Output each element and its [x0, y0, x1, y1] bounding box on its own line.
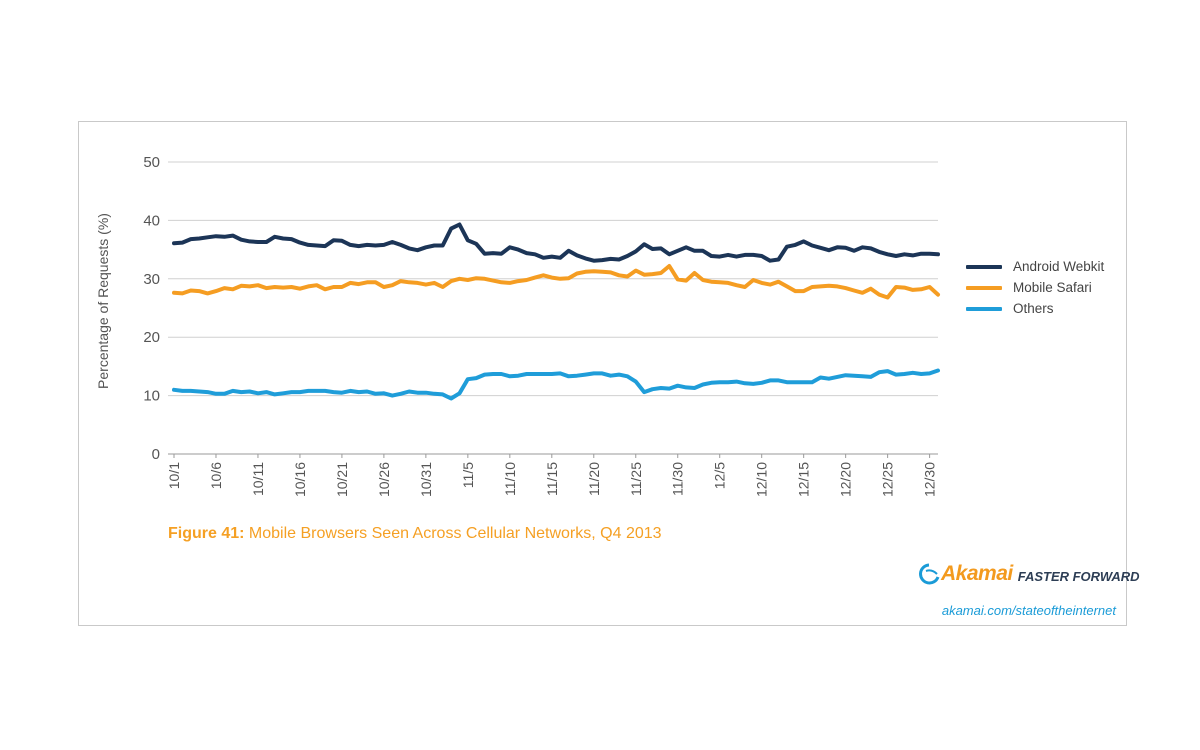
y-tick-label: 20	[143, 329, 160, 346]
legend-label-android-webkit: Android Webkit	[1013, 259, 1105, 274]
x-tick-label: 11/5	[460, 462, 476, 488]
legend-item-android-webkit: Android Webkit	[966, 256, 1104, 277]
x-tick-label: 10/1	[166, 462, 182, 489]
grid-layer	[168, 161, 938, 455]
x-tick-label: 12/5	[712, 462, 728, 489]
series-line-android-webkit	[172, 222, 940, 263]
logo-tagline: FASTER FORWARD	[1017, 568, 1140, 584]
x-tick-label: 12/10	[754, 462, 770, 497]
logo-url[interactable]: akamai.com/stateoftheinternet	[941, 603, 1116, 618]
x-tick-label: 11/20	[586, 462, 602, 496]
x-tick-label: 10/16	[292, 462, 308, 497]
y-axis-label: Percentage of Requests (%)	[95, 213, 111, 389]
x-tick-label: 11/25	[628, 462, 644, 496]
legend-swatch-android-webkit	[966, 264, 1002, 269]
series-layer	[172, 222, 940, 401]
x-tick-label: 12/30	[922, 462, 938, 497]
legend-item-others: Others	[966, 298, 1104, 319]
chart-frame	[78, 121, 1127, 626]
x-tick-label: 10/26	[376, 462, 392, 497]
legend-swatch-mobile-safari	[966, 285, 1002, 290]
figure-caption: Figure 41: Mobile Browsers Seen Across C…	[168, 525, 662, 543]
y-tick-label: 0	[152, 446, 160, 463]
x-tick-label: 11/15	[544, 462, 560, 496]
x-tick-label: 11/10	[502, 462, 518, 496]
y-tick-label: 40	[143, 212, 160, 229]
legend-label-others: Others	[1013, 301, 1054, 316]
x-tick-label: 12/15	[796, 462, 812, 497]
x-tick-label: 10/11	[250, 462, 266, 496]
legend-label-mobile-safari: Mobile Safari	[1013, 280, 1092, 295]
legend-item-mobile-safari: Mobile Safari	[966, 277, 1104, 298]
series-line-others	[172, 368, 940, 401]
x-tick-label: 10/31	[418, 462, 434, 497]
legend-swatch-others	[966, 306, 1002, 311]
akamai-wave-icon	[919, 563, 940, 585]
x-axis-ticks: 10/1 10/6 10/11 10/16 10/21 10/26 10/31 11/5 11/…	[166, 454, 938, 497]
x-tick-label: 12/20	[838, 462, 854, 497]
caption-text: Mobile Browsers Seen Across Cellular Net…	[244, 525, 662, 542]
x-tick-label: 11/30	[670, 462, 686, 496]
y-tick-label: 30	[143, 271, 160, 288]
y-axis-ticks: 0 10 20 30 40 50	[143, 154, 160, 463]
logo-name: Akamai	[941, 562, 1013, 585]
caption-prefix: Figure 41:	[168, 525, 245, 542]
x-tick-label: 10/6	[208, 462, 224, 489]
series-line-mobile-safari	[172, 264, 940, 300]
akamai-logo: Akamai FASTER FORWARD	[918, 562, 1140, 586]
chart-legend: Android Webkit Mobile Safari Others	[966, 256, 1104, 319]
y-tick-label: 10	[143, 388, 160, 405]
x-tick-label: 10/21	[334, 462, 350, 497]
y-tick-label: 50	[143, 154, 160, 171]
x-tick-label: 12/25	[880, 462, 896, 497]
